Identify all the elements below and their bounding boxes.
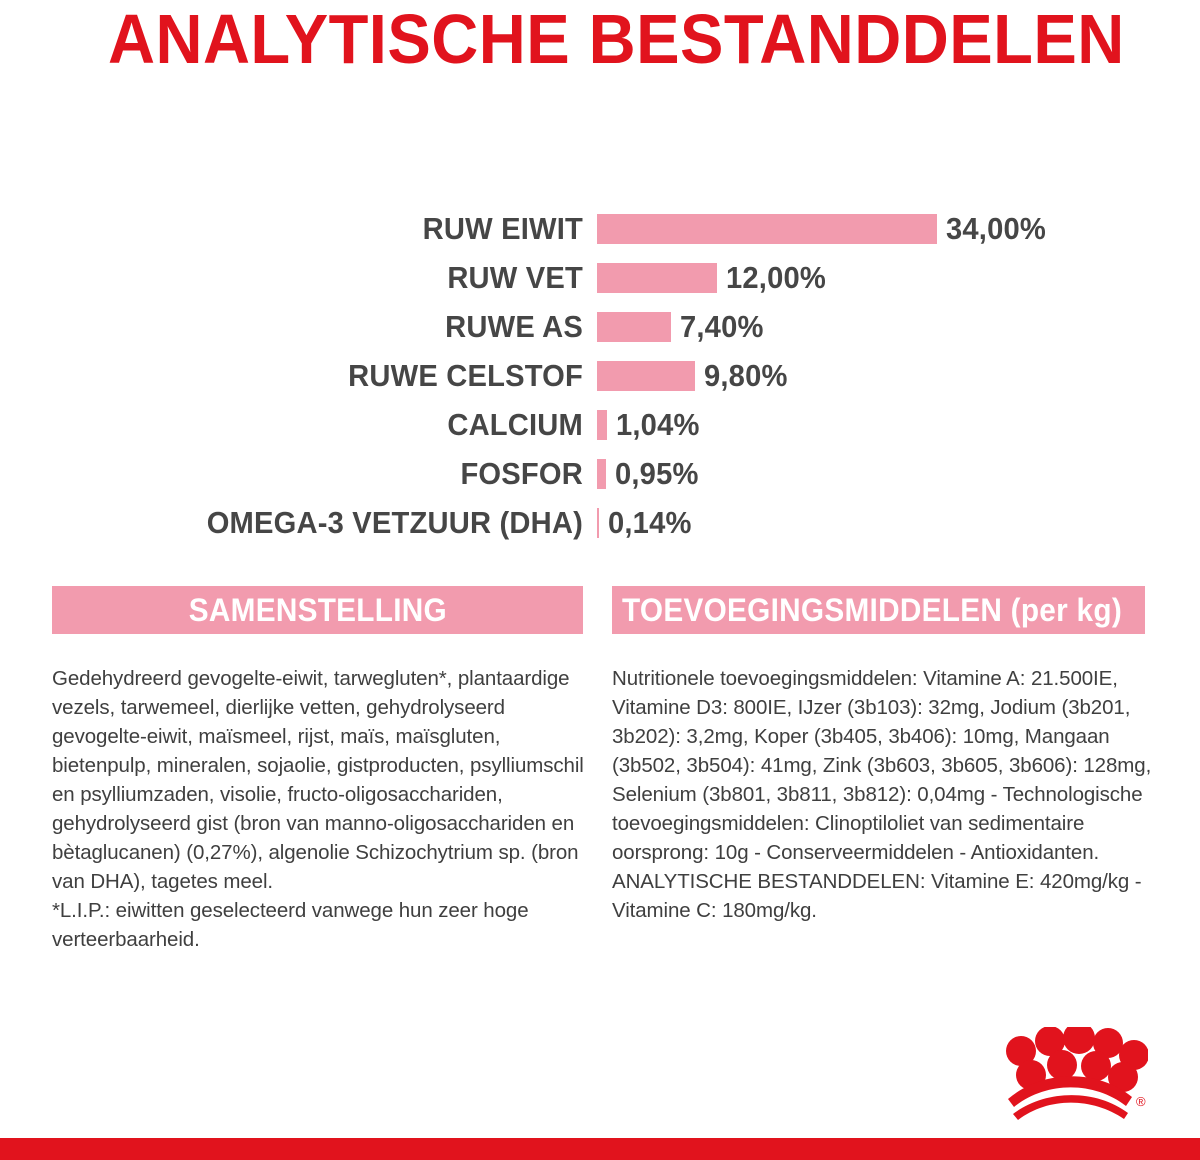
chart-bar-wrap: 0,14%: [583, 506, 1200, 539]
composition-column: Gedehydreerd gevogelte-eiwit, tarweglute…: [52, 664, 594, 954]
chart-bar: [597, 262, 717, 293]
chart-bar-wrap: 7,40%: [583, 310, 1200, 343]
additives-body: Nutritionele toevoegingsmiddelen: Vitami…: [612, 667, 1152, 922]
chart-bar-wrap: 9,80%: [583, 359, 1200, 392]
chart-label: CALCIUM: [447, 407, 583, 442]
composition-header-band: SAMENSTELLING: [52, 586, 583, 634]
chart-bar: [597, 409, 607, 440]
chart-label: RUW VET: [447, 260, 583, 295]
chart-value: 0,95%: [615, 456, 699, 491]
chart-bar: [597, 458, 606, 489]
chart-bar-wrap: 34,00%: [583, 212, 1200, 245]
royal-canin-crown-logo: ®: [988, 1027, 1148, 1127]
chart-bar-wrap: 12,00%: [583, 261, 1200, 294]
bottom-accent-bar: [0, 1138, 1200, 1160]
chart-row: OMEGA-3 VETZUUR (DHA) 0,14%: [0, 498, 1200, 547]
chart-row: CALCIUM 1,04%: [0, 400, 1200, 449]
chart-bar-wrap: 0,95%: [583, 457, 1200, 490]
chart-bar: [597, 507, 599, 538]
composition-body: Gedehydreerd gevogelte-eiwit, tarweglute…: [52, 667, 584, 893]
chart-value: 1,04%: [616, 407, 700, 442]
chart-bar-wrap: 1,04%: [583, 408, 1200, 441]
chart-label: RUWE CELSTOF: [348, 358, 583, 393]
chart-value: 7,40%: [680, 309, 764, 344]
chart-label: RUW EIWIT: [422, 211, 583, 246]
chart-value: 34,00%: [946, 211, 1046, 246]
chart-bar: [597, 311, 671, 342]
chart-label: OMEGA-3 VETZUUR (DHA): [206, 505, 583, 540]
chart-value: 0,14%: [608, 505, 692, 540]
additives-column: Nutritionele toevoegingsmiddelen: Vitami…: [612, 664, 1158, 925]
chart-row: RUW VET 12,00%: [0, 253, 1200, 302]
page-title: ANALYTISCHE BESTANDDELEN: [108, 0, 1125, 78]
chart-value: 12,00%: [726, 260, 826, 295]
chart-label: RUWE AS: [445, 309, 583, 344]
chart-row: RUWE CELSTOF 9,80%: [0, 351, 1200, 400]
chart-bar: [597, 213, 937, 244]
chart-row: RUW EIWIT 34,00%: [0, 204, 1200, 253]
chart-row: FOSFOR 0,95%: [0, 449, 1200, 498]
chart-value: 9,80%: [704, 358, 788, 393]
chart-label: FOSFOR: [460, 456, 583, 491]
chart-bar: [597, 360, 695, 391]
additives-header-band: TOEVOEGINGSMIDDELEN (per kg): [612, 586, 1145, 634]
additives-heading: TOEVOEGINGSMIDDELEN (per kg): [622, 592, 1123, 628]
chart-row: RUWE AS 7,40%: [0, 302, 1200, 351]
composition-footnote: *L.I.P.: eiwitten geselecteerd vanwege h…: [52, 899, 529, 951]
composition-heading: SAMENSTELLING: [188, 592, 447, 628]
analytical-constituents-chart: RUW EIWIT 34,00% RUW VET 12,00% RUWE AS …: [0, 204, 1200, 547]
trademark-symbol: ®: [1136, 1094, 1146, 1109]
